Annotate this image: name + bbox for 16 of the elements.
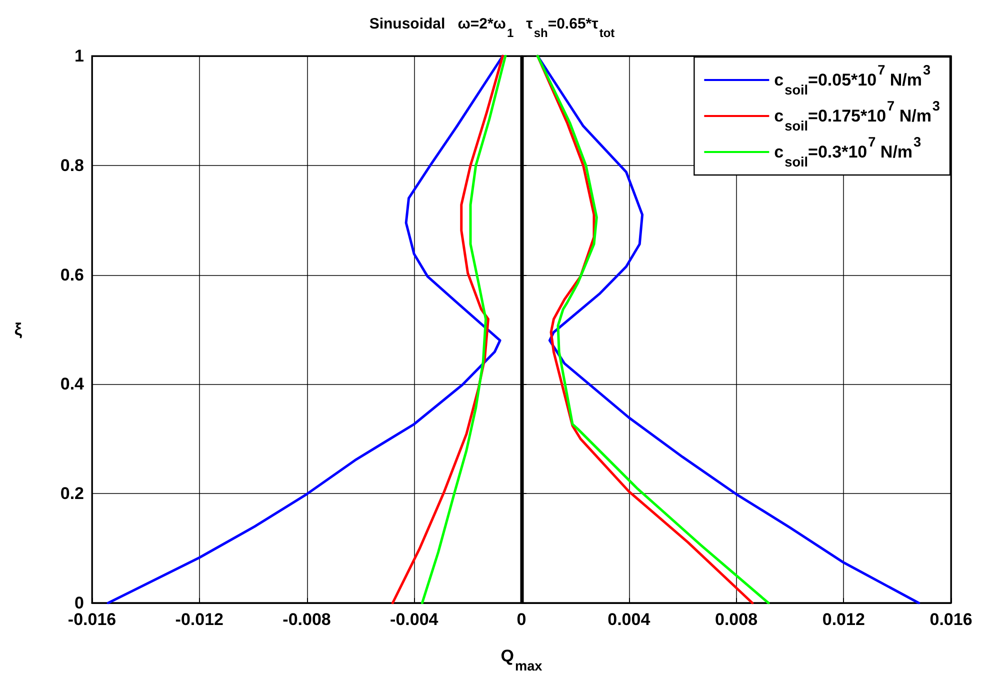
x-tick-label: -0.004 [390, 610, 439, 629]
x-tick-label: 0.016 [930, 610, 972, 629]
y-tick-label: 0.4 [60, 374, 85, 394]
y-tick-label: 0 [74, 594, 84, 612]
x-tick-label: -0.016 [68, 610, 116, 629]
x-tick-label: 0.012 [822, 610, 865, 629]
x-tick-label: 0 [516, 610, 526, 629]
x-tick-label: 0.004 [608, 610, 651, 629]
y-axis-title: ξ [14, 320, 22, 339]
y-tick-label: 0.2 [60, 484, 84, 504]
y-tick-label: 1 [74, 46, 84, 66]
x-tick-label: -0.008 [282, 610, 331, 629]
y-tick-label: 0.8 [60, 156, 84, 175]
y-tick-label: 0.6 [60, 265, 84, 284]
x-tick-label: -0.012 [175, 610, 224, 629]
x-tick-label: 0.008 [714, 610, 758, 629]
